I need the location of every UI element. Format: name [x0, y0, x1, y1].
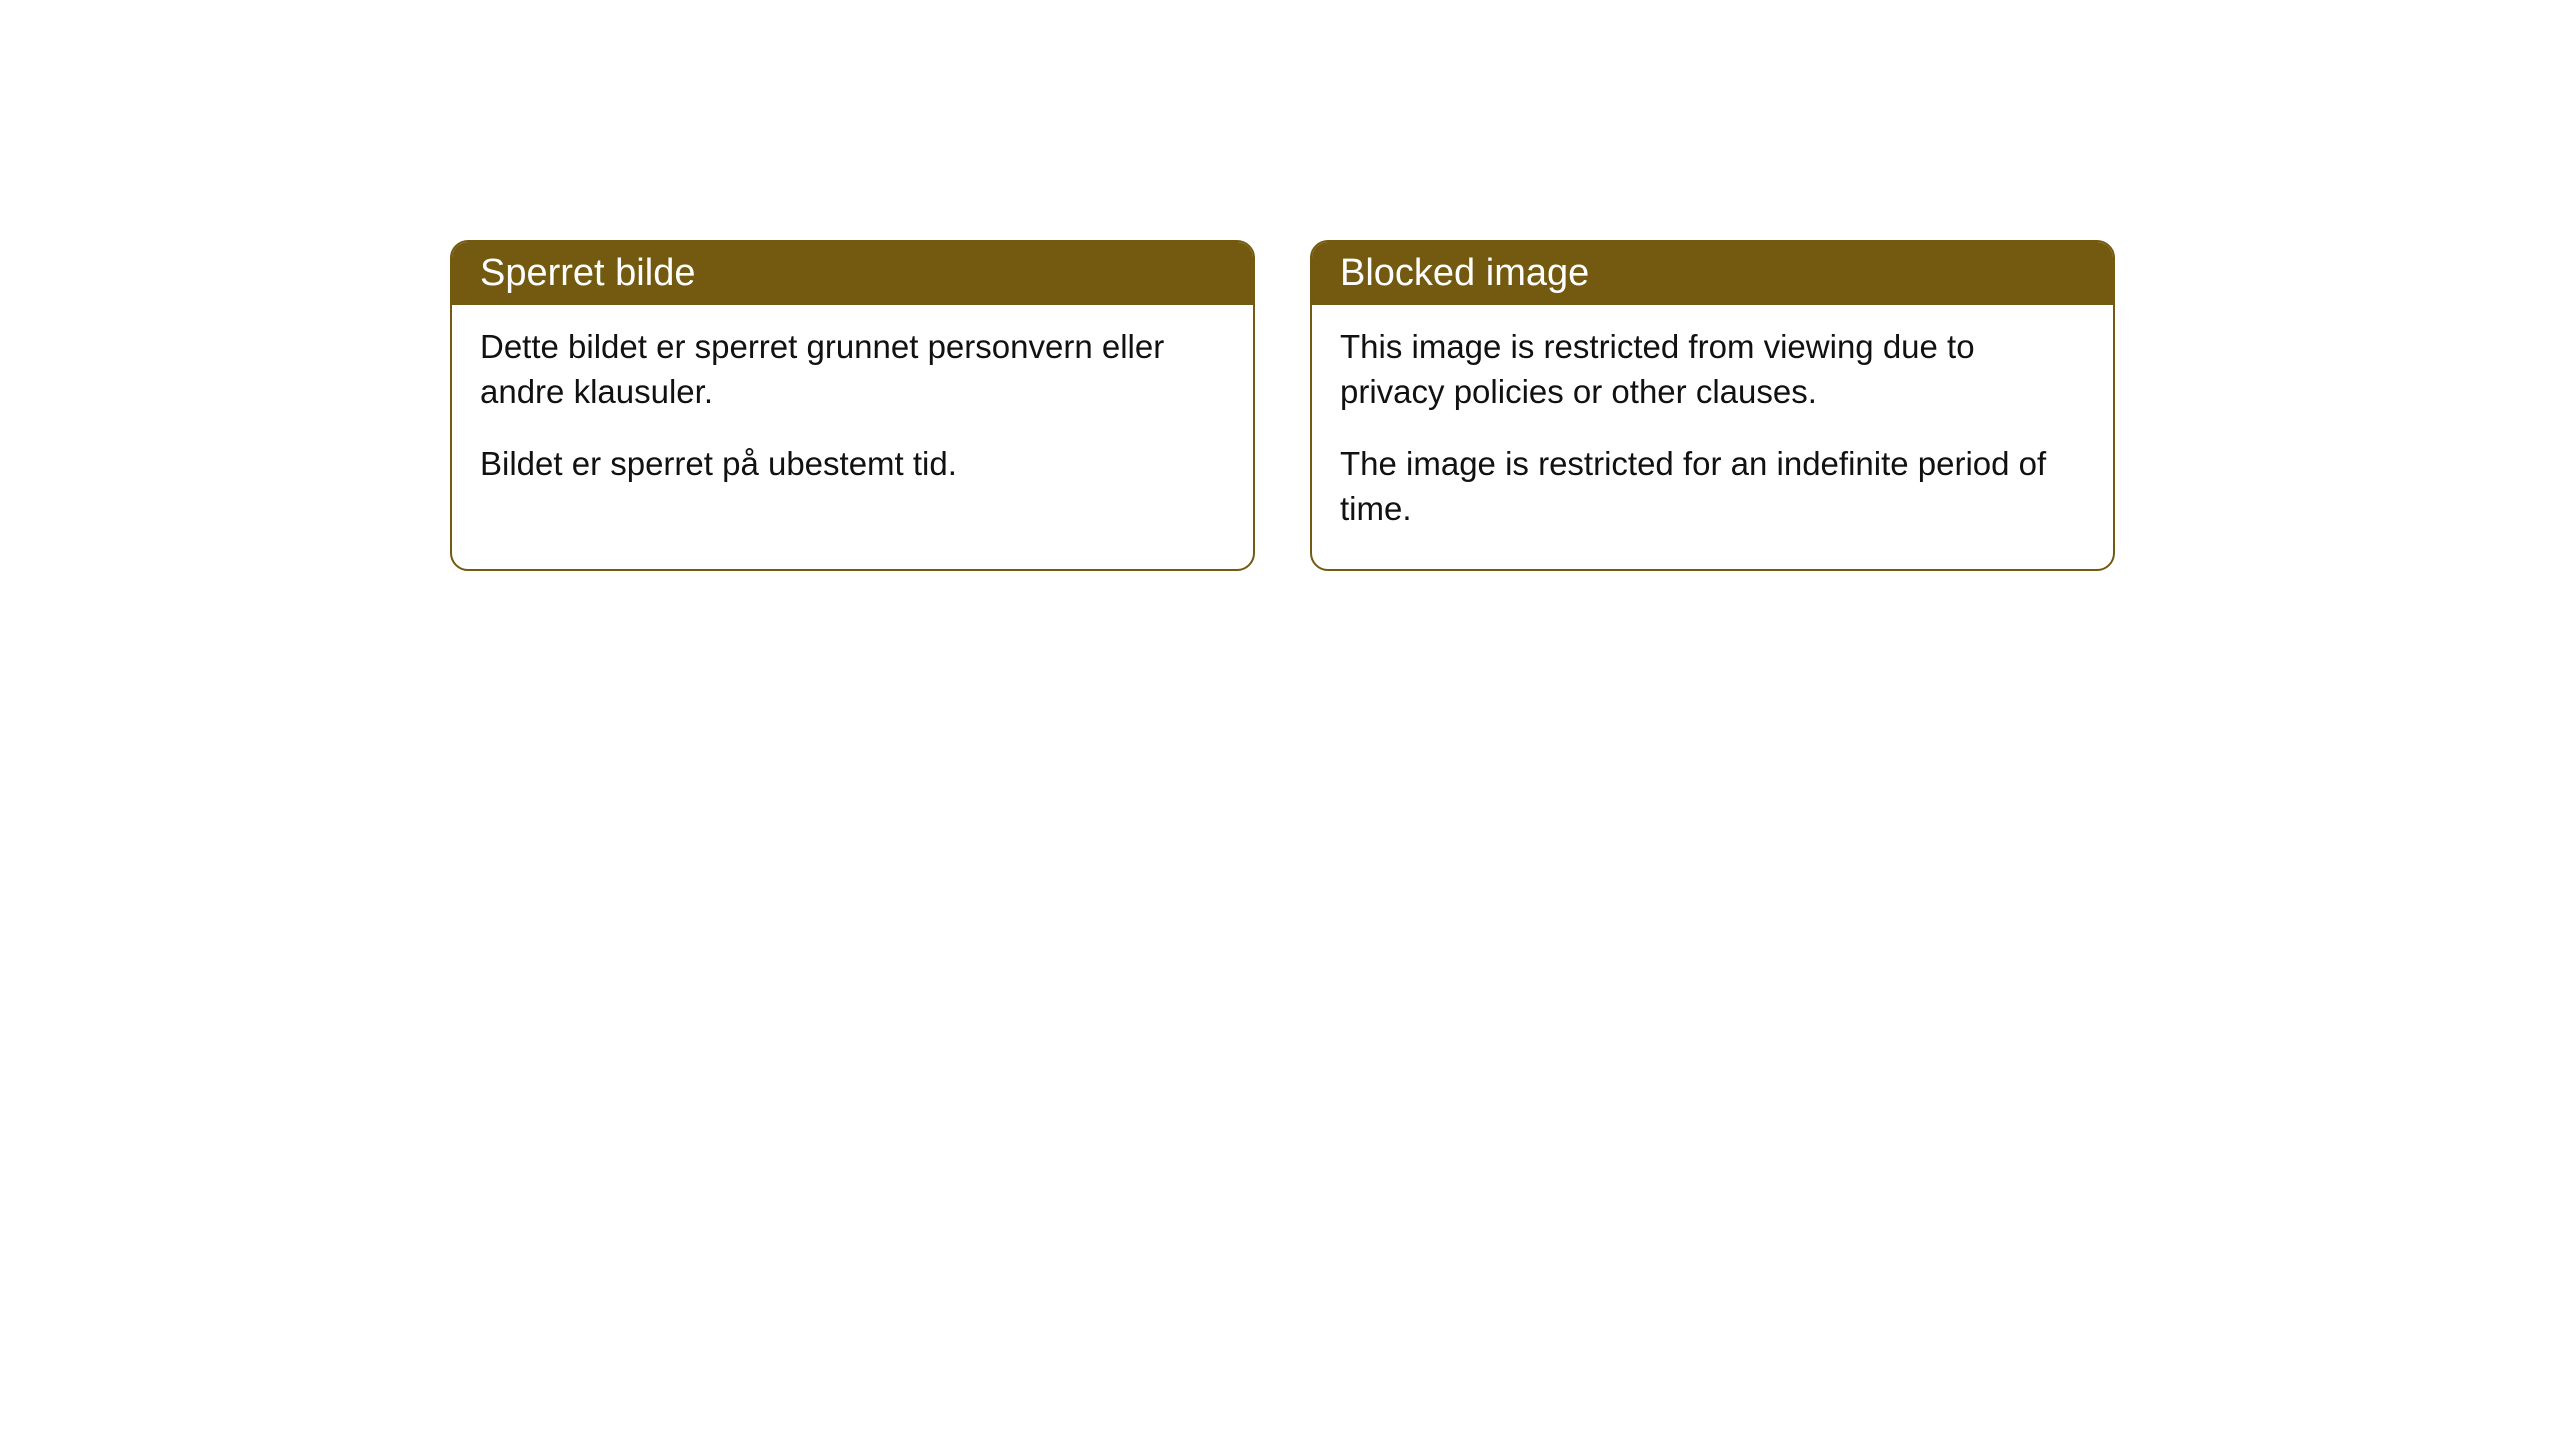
notice-paragraph: This image is restricted from viewing du… [1340, 325, 2085, 414]
notice-paragraph: Dette bildet er sperret grunnet personve… [480, 325, 1225, 414]
notice-title: Blocked image [1340, 252, 1589, 294]
notice-paragraph: The image is restricted for an indefinit… [1340, 442, 2085, 531]
notice-box-body: Dette bildet er sperret grunnet personve… [452, 305, 1253, 525]
notice-box-header: Blocked image [1312, 242, 2113, 305]
notice-container: Sperret bilde Dette bildet er sperret gr… [450, 240, 2115, 571]
notice-box-english: Blocked image This image is restricted f… [1310, 240, 2115, 571]
notice-title: Sperret bilde [480, 252, 695, 294]
notice-box-header: Sperret bilde [452, 242, 1253, 305]
notice-paragraph: Bildet er sperret på ubestemt tid. [480, 442, 1225, 487]
notice-box-body: This image is restricted from viewing du… [1312, 305, 2113, 569]
notice-box-norwegian: Sperret bilde Dette bildet er sperret gr… [450, 240, 1255, 571]
